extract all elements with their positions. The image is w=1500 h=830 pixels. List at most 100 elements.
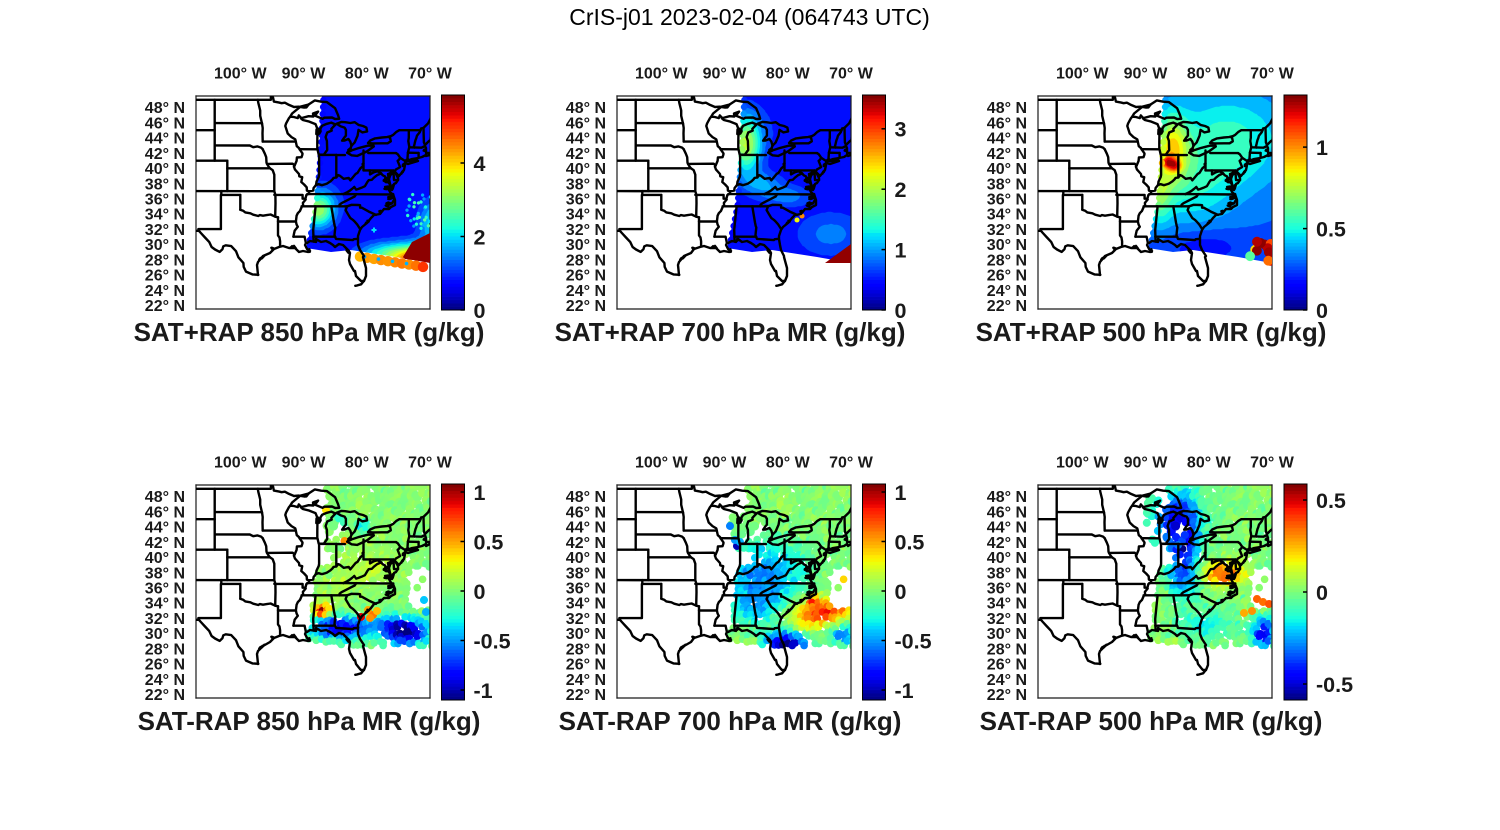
svg-text:28° N: 28° N <box>987 641 1027 658</box>
svg-text:100° W: 100° W <box>635 455 689 472</box>
svg-text:32° N: 32° N <box>987 611 1027 628</box>
svg-text:46° N: 46° N <box>145 504 185 521</box>
svg-text:34° N: 34° N <box>987 596 1027 613</box>
svg-text:36° N: 36° N <box>145 192 185 209</box>
svg-text:32° N: 32° N <box>566 222 606 239</box>
svg-text:42° N: 42° N <box>987 146 1027 163</box>
svg-text:70° W: 70° W <box>408 455 453 472</box>
svg-text:46° N: 46° N <box>145 115 185 132</box>
svg-text:38° N: 38° N <box>987 176 1027 193</box>
svg-text:26° N: 26° N <box>566 268 606 285</box>
svg-text:26° N: 26° N <box>987 657 1027 674</box>
svg-text:44° N: 44° N <box>145 131 185 148</box>
svg-text:-0.5: -0.5 <box>474 629 511 653</box>
svg-text:30° N: 30° N <box>566 626 606 643</box>
svg-text:90° W: 90° W <box>282 455 327 472</box>
svg-text:32° N: 32° N <box>145 611 185 628</box>
svg-text:24° N: 24° N <box>566 672 606 689</box>
svg-text:48° N: 48° N <box>566 100 606 117</box>
svg-text:70° W: 70° W <box>829 455 874 472</box>
svg-text:38° N: 38° N <box>987 565 1027 582</box>
svg-text:30° N: 30° N <box>566 237 606 254</box>
svg-text:42° N: 42° N <box>566 146 606 163</box>
svg-text:36° N: 36° N <box>566 581 606 598</box>
svg-text:80° W: 80° W <box>1187 66 1232 83</box>
svg-text:26° N: 26° N <box>145 268 185 285</box>
svg-text:0: 0 <box>474 299 486 323</box>
svg-text:42° N: 42° N <box>145 146 185 163</box>
svg-text:SAT+RAP 500 hPa MR (g/kg): SAT+RAP 500 hPa MR (g/kg) <box>976 317 1327 347</box>
svg-text:70° W: 70° W <box>1250 455 1295 472</box>
svg-text:22° N: 22° N <box>987 687 1027 704</box>
svg-text:44° N: 44° N <box>566 131 606 148</box>
svg-text:38° N: 38° N <box>566 176 606 193</box>
svg-text:1: 1 <box>895 481 907 505</box>
svg-text:0: 0 <box>474 580 486 604</box>
svg-text:26° N: 26° N <box>145 657 185 674</box>
svg-text:90° W: 90° W <box>282 66 327 83</box>
svg-text:28° N: 28° N <box>987 252 1027 269</box>
svg-text:30° N: 30° N <box>987 237 1027 254</box>
svg-text:0: 0 <box>1316 299 1328 323</box>
svg-text:34° N: 34° N <box>145 207 185 224</box>
svg-text:28° N: 28° N <box>145 641 185 658</box>
svg-text:SAT+RAP 700 hPa MR (g/kg): SAT+RAP 700 hPa MR (g/kg) <box>555 317 906 347</box>
svg-text:0.5: 0.5 <box>895 530 925 554</box>
svg-text:80° W: 80° W <box>1187 455 1232 472</box>
svg-text:0: 0 <box>895 580 907 604</box>
svg-text:26° N: 26° N <box>987 268 1027 285</box>
svg-text:4: 4 <box>474 152 486 176</box>
svg-text:100° W: 100° W <box>1056 66 1110 83</box>
svg-text:22° N: 22° N <box>566 687 606 704</box>
svg-text:44° N: 44° N <box>145 520 185 537</box>
svg-text:48° N: 48° N <box>145 489 185 506</box>
svg-text:42° N: 42° N <box>987 535 1027 552</box>
svg-text:36° N: 36° N <box>145 581 185 598</box>
svg-text:24° N: 24° N <box>566 283 606 300</box>
svg-text:46° N: 46° N <box>566 115 606 132</box>
svg-text:28° N: 28° N <box>145 252 185 269</box>
svg-text:40° N: 40° N <box>566 550 606 567</box>
svg-text:40° N: 40° N <box>566 161 606 178</box>
svg-text:28° N: 28° N <box>566 252 606 269</box>
svg-text:24° N: 24° N <box>145 672 185 689</box>
svg-text:24° N: 24° N <box>987 672 1027 689</box>
svg-text:44° N: 44° N <box>987 131 1027 148</box>
svg-text:34° N: 34° N <box>566 596 606 613</box>
svg-text:42° N: 42° N <box>566 535 606 552</box>
svg-text:90° W: 90° W <box>703 455 748 472</box>
svg-text:40° N: 40° N <box>987 550 1027 567</box>
svg-text:80° W: 80° W <box>345 66 390 83</box>
svg-text:90° W: 90° W <box>1124 66 1169 83</box>
svg-text:70° W: 70° W <box>408 66 453 83</box>
svg-text:38° N: 38° N <box>145 176 185 193</box>
svg-text:22° N: 22° N <box>987 298 1027 315</box>
svg-text:34° N: 34° N <box>145 596 185 613</box>
svg-text:30° N: 30° N <box>145 237 185 254</box>
svg-text:0: 0 <box>895 299 907 323</box>
svg-text:46° N: 46° N <box>566 504 606 521</box>
svg-text:2: 2 <box>474 225 486 249</box>
svg-text:3: 3 <box>895 118 907 142</box>
svg-text:46° N: 46° N <box>987 115 1027 132</box>
svg-text:SAT+RAP 850 hPa MR (g/kg): SAT+RAP 850 hPa MR (g/kg) <box>134 317 485 347</box>
svg-text:48° N: 48° N <box>566 489 606 506</box>
svg-text:26° N: 26° N <box>566 657 606 674</box>
svg-text:100° W: 100° W <box>1056 455 1110 472</box>
svg-text:0.5: 0.5 <box>1316 489 1346 513</box>
svg-text:40° N: 40° N <box>145 161 185 178</box>
svg-text:1: 1 <box>1316 136 1328 160</box>
svg-text:46° N: 46° N <box>987 504 1027 521</box>
svg-text:38° N: 38° N <box>566 565 606 582</box>
svg-text:1: 1 <box>474 481 486 505</box>
svg-text:30° N: 30° N <box>987 626 1027 643</box>
svg-text:90° W: 90° W <box>1124 455 1169 472</box>
svg-text:24° N: 24° N <box>987 283 1027 300</box>
svg-text:-0.5: -0.5 <box>895 629 932 653</box>
svg-text:40° N: 40° N <box>145 550 185 567</box>
svg-text:100° W: 100° W <box>635 66 689 83</box>
svg-text:34° N: 34° N <box>987 207 1027 224</box>
svg-text:48° N: 48° N <box>987 100 1027 117</box>
svg-text:40° N: 40° N <box>987 161 1027 178</box>
svg-text:CrIS-j01 2023-02-04 (064743 UT: CrIS-j01 2023-02-04 (064743 UTC) <box>569 4 930 30</box>
